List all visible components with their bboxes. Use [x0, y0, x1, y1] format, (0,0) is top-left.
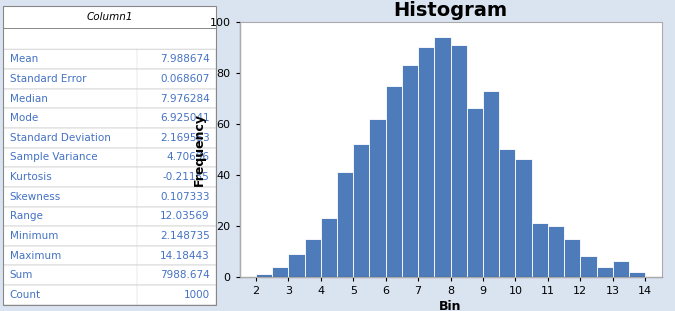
Bar	[321, 218, 337, 277]
Text: Minimum: Minimum	[9, 231, 58, 241]
Text: Range: Range	[9, 211, 43, 221]
Bar	[3, 28, 216, 49]
Text: Skewness: Skewness	[9, 192, 61, 202]
Bar	[629, 272, 645, 277]
Text: Mean: Mean	[9, 54, 38, 64]
Bar	[467, 109, 483, 277]
Text: 6.925041: 6.925041	[160, 113, 210, 123]
Bar	[3, 285, 216, 305]
Bar	[3, 187, 216, 207]
Bar	[3, 226, 216, 246]
Text: 0.068607: 0.068607	[160, 74, 210, 84]
Bar	[3, 108, 216, 128]
Bar	[385, 86, 402, 277]
Bar	[369, 119, 385, 277]
Bar	[451, 45, 467, 277]
Bar	[564, 239, 580, 277]
Bar	[500, 149, 516, 277]
Text: 12.03569: 12.03569	[160, 211, 210, 221]
Bar	[3, 266, 216, 285]
Bar	[3, 167, 216, 187]
Bar	[3, 89, 216, 108]
Bar	[3, 49, 216, 69]
Bar	[580, 256, 597, 277]
Bar	[434, 37, 451, 277]
Bar	[613, 262, 629, 277]
Title: Histogram: Histogram	[394, 1, 508, 20]
Bar	[597, 267, 613, 277]
Bar	[288, 254, 304, 277]
Bar	[337, 172, 353, 277]
Text: 7.988674: 7.988674	[160, 54, 210, 64]
Text: 2.169553: 2.169553	[160, 133, 210, 143]
Text: 0.107333: 0.107333	[160, 192, 210, 202]
Text: Median: Median	[9, 94, 48, 104]
Bar	[3, 148, 216, 167]
Text: Mode: Mode	[9, 113, 38, 123]
Bar	[3, 207, 216, 226]
Text: 1000: 1000	[184, 290, 210, 300]
Bar	[3, 246, 216, 266]
Text: -0.21155: -0.21155	[163, 172, 210, 182]
Text: Standard Deviation: Standard Deviation	[9, 133, 111, 143]
Text: 7988.674: 7988.674	[160, 270, 210, 280]
Text: Column1: Column1	[86, 12, 133, 22]
Bar	[483, 91, 499, 277]
Text: Standard Error: Standard Error	[9, 74, 86, 84]
Y-axis label: Frequency: Frequency	[192, 113, 205, 186]
Text: 4.70696: 4.70696	[167, 152, 210, 162]
Bar	[548, 226, 564, 277]
Bar	[516, 160, 532, 277]
Bar	[3, 6, 216, 28]
Bar	[353, 144, 369, 277]
Bar	[532, 223, 548, 277]
Bar	[402, 65, 418, 277]
Bar	[418, 47, 434, 277]
Text: 14.18443: 14.18443	[160, 251, 210, 261]
Text: 2.148735: 2.148735	[160, 231, 210, 241]
Bar	[3, 128, 216, 148]
Bar	[3, 69, 216, 89]
Text: Sample Variance: Sample Variance	[9, 152, 97, 162]
Text: Sum: Sum	[9, 270, 33, 280]
Bar	[256, 274, 272, 277]
Text: Count: Count	[9, 290, 41, 300]
Bar	[304, 239, 321, 277]
Bar	[272, 267, 288, 277]
Text: Maximum: Maximum	[9, 251, 61, 261]
X-axis label: Bin: Bin	[439, 300, 462, 311]
Text: 7.976284: 7.976284	[160, 94, 210, 104]
Bar	[240, 22, 662, 277]
Text: Kurtosis: Kurtosis	[9, 172, 51, 182]
